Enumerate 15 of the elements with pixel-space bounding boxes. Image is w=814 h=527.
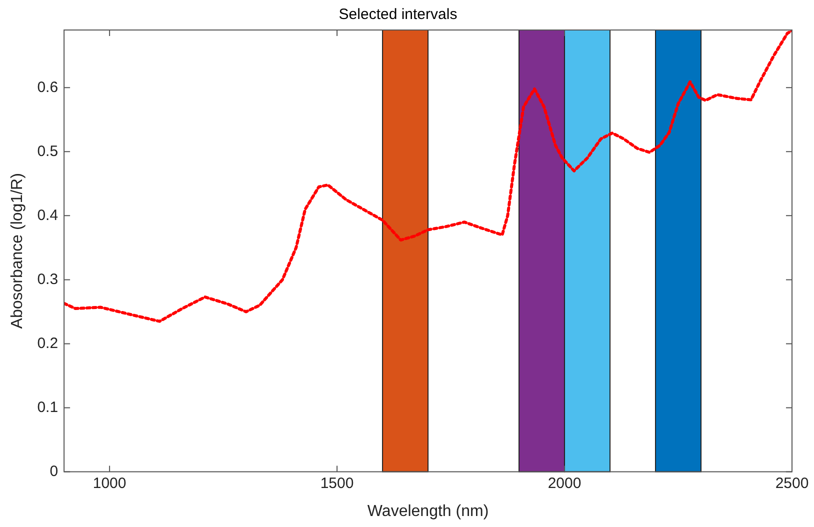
x-tick-label: 2000 [548, 474, 582, 492]
line-series [64, 30, 792, 323]
chart-title: Selected intervals [338, 6, 458, 24]
y-tick-label: 0.2 [37, 334, 58, 352]
y-tick-label: 0.3 [37, 270, 58, 288]
y-axis-title: Abosorbance (log1/R) [9, 173, 26, 329]
x-axis-title: Wavelength (nm) [367, 502, 489, 520]
x-tick-label: 1000 [92, 474, 126, 492]
y-tick-label: 0.1 [37, 398, 58, 416]
y-tick-label: 0 [50, 462, 58, 480]
y-tick-label: 0.5 [37, 142, 58, 160]
y-tick-label: 0.6 [37, 78, 58, 96]
x-tick-label: 1500 [320, 474, 354, 492]
x-tick-label: 2500 [775, 474, 809, 492]
y-tick-label: 0.4 [37, 206, 58, 224]
